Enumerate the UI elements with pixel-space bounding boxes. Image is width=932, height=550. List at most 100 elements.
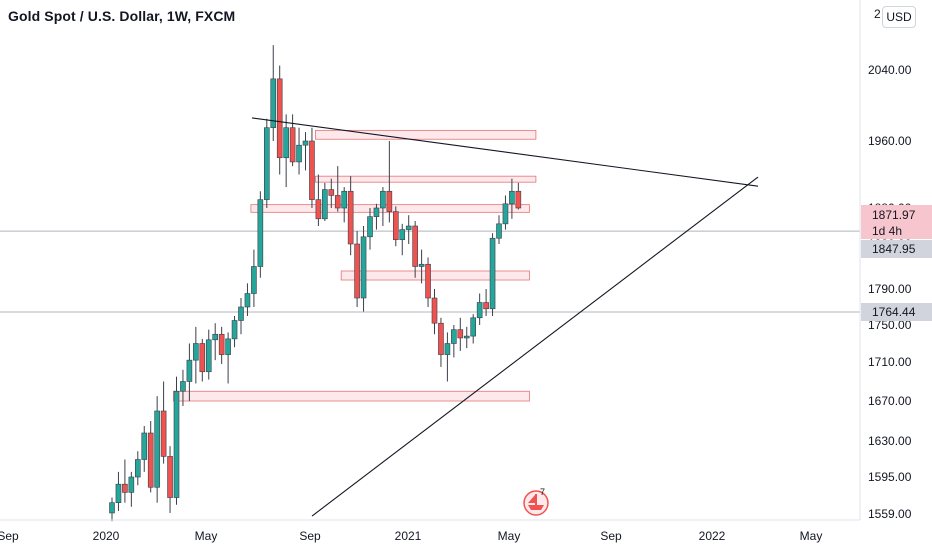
- candle: [109, 497, 115, 522]
- candle-body: [167, 456, 173, 498]
- candle: [392, 206, 399, 247]
- candle: [438, 317, 444, 367]
- candle: [380, 187, 386, 226]
- candle: [328, 178, 335, 208]
- candle: [263, 118, 270, 208]
- candle: [457, 317, 464, 351]
- candle: [218, 326, 225, 364]
- svg-text:7: 7: [540, 487, 545, 497]
- x-tick-label: Sep: [600, 529, 622, 543]
- candle-body: [244, 293, 251, 308]
- trendline-1: [251, 117, 759, 187]
- candle-body: [347, 190, 354, 245]
- candle: [225, 332, 231, 384]
- candle: [341, 187, 348, 223]
- y-tick-label: 1710.00: [868, 355, 912, 369]
- candle: [386, 141, 393, 223]
- candle-body: [122, 483, 128, 493]
- y-tick-label: 1960.00: [868, 134, 912, 148]
- candle-body: [160, 410, 167, 457]
- candle: [173, 376, 180, 505]
- candle-body: [367, 216, 373, 238]
- candle: [231, 316, 238, 348]
- candle-body: [438, 322, 444, 355]
- candle: [115, 471, 122, 511]
- candle-body: [405, 225, 412, 230]
- price-line-label-1: 1847.95: [872, 242, 916, 256]
- candle: [405, 215, 412, 244]
- candle-body: [341, 190, 348, 209]
- x-axis: Sep 2020 May Sep 2021 May Sep 2022 May: [0, 529, 822, 543]
- candle: [199, 338, 206, 382]
- candle: [186, 343, 193, 401]
- y-tick-label: 1670.00: [868, 394, 912, 408]
- price-lines: [0, 230, 860, 313]
- candle-body: [483, 302, 489, 310]
- candle-body: [418, 263, 425, 267]
- currency-button[interactable]: USD: [882, 6, 916, 28]
- x-tick-label: May: [498, 529, 521, 543]
- candle-body: [193, 343, 199, 361]
- candle-body: [309, 140, 315, 200]
- candle: [444, 332, 451, 382]
- candle: [425, 257, 431, 307]
- candle: [373, 203, 380, 230]
- candle: [128, 471, 135, 507]
- candle: [367, 208, 373, 250]
- candle: [238, 298, 244, 335]
- trendlines: [251, 117, 759, 517]
- candle-body: [509, 190, 515, 205]
- candle-body: [354, 243, 360, 299]
- candle-body: [251, 266, 257, 294]
- candle: [360, 226, 367, 312]
- zone-box-3: [314, 175, 537, 183]
- x-tick-label: Sep: [299, 529, 321, 543]
- candle: [257, 191, 264, 278]
- candle-body: [334, 195, 341, 209]
- candle: [276, 65, 283, 175]
- candle-body: [392, 211, 399, 240]
- candle: [141, 426, 148, 472]
- candle: [502, 195, 509, 230]
- candle: [160, 381, 167, 464]
- candle: [431, 289, 438, 335]
- y-tick-label-top: 2: [874, 7, 881, 21]
- candle: [315, 174, 322, 226]
- candle-body: [489, 237, 496, 310]
- candle-body: [225, 338, 231, 355]
- countdown-label: 1d 4h: [872, 224, 902, 238]
- candle-body: [238, 306, 244, 321]
- candle-body: [360, 236, 367, 299]
- candle-body: [399, 229, 406, 240]
- candle-body: [257, 199, 264, 267]
- x-tick-label: 2020: [93, 529, 120, 543]
- candle: [244, 283, 251, 316]
- candle-body: [322, 189, 328, 220]
- candle-body: [109, 502, 115, 514]
- candle-body: [496, 223, 502, 239]
- candle: [354, 231, 360, 307]
- candle: [412, 220, 418, 278]
- candle: [135, 451, 141, 486]
- candle-body: [141, 432, 148, 460]
- candle-body: [276, 78, 283, 159]
- candles: [109, 45, 522, 522]
- candle: [496, 215, 502, 244]
- candle-body: [289, 127, 296, 163]
- candle: [489, 233, 496, 316]
- candle-body: [205, 339, 212, 373]
- candle: [193, 326, 199, 384]
- candle: [334, 166, 341, 212]
- candle: [515, 182, 522, 210]
- candle: [302, 132, 309, 171]
- candle: [122, 459, 128, 503]
- price-line-label-2: 1764.44: [872, 305, 916, 319]
- y-tick-label: 1750.00: [868, 318, 912, 332]
- candle-body: [476, 302, 483, 319]
- price-line-tag-1: [861, 240, 932, 258]
- x-tick-label: 2022: [699, 529, 726, 543]
- candle-body: [457, 329, 464, 339]
- candle: [147, 421, 154, 493]
- candle-body: [502, 203, 509, 225]
